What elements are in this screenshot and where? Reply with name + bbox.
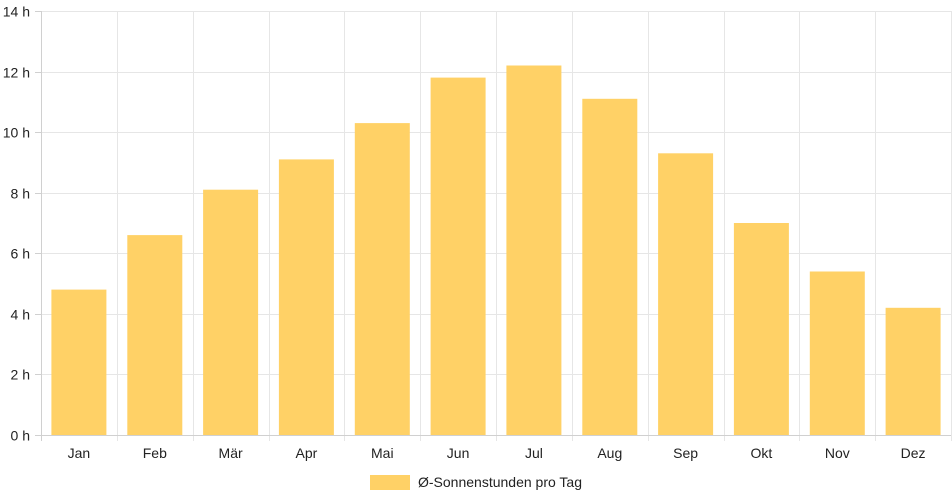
y-tick-label: 4 h (11, 307, 30, 323)
bar (733, 223, 789, 435)
bar (51, 289, 107, 435)
y-axis-ticks: 0 h 2 h 4 h 6 h 8 h 10 h 12 h 14 h (3, 4, 41, 444)
x-tick-label: Apr (296, 445, 318, 461)
bar (582, 98, 638, 436)
bar (506, 65, 562, 435)
x-tick-label: Jul (525, 445, 543, 461)
bar (885, 307, 941, 435)
axes (35, 11, 951, 441)
bar (430, 77, 486, 435)
x-tick-label: Mai (371, 445, 394, 461)
x-tick-label: Feb (143, 445, 167, 461)
bar (278, 159, 334, 435)
bar (127, 235, 183, 435)
y-tick-label: 14 h (3, 4, 30, 20)
y-tick-label: 10 h (3, 125, 30, 141)
x-tick-label: Jun (447, 445, 470, 461)
legend-label: Ø-Sonnenstunden pro Tag (418, 474, 582, 490)
x-tick-label: Dez (901, 445, 926, 461)
y-tick-label: 8 h (11, 186, 30, 202)
y-tick-label: 12 h (3, 65, 30, 81)
bars (51, 65, 941, 436)
x-tick-label: Nov (825, 445, 850, 461)
y-tick-label: 6 h (11, 246, 30, 262)
x-tick-label: Sep (673, 445, 698, 461)
y-tick-label: 0 h (11, 428, 30, 444)
x-tick-label: Jan (68, 445, 91, 461)
legend: Ø-Sonnenstunden pro Tag (370, 474, 582, 490)
y-tick-label: 2 h (11, 367, 30, 383)
grid (35, 11, 952, 441)
bar (354, 123, 410, 435)
bar (203, 189, 259, 435)
x-tick-label: Aug (597, 445, 622, 461)
x-tick-label: Okt (751, 445, 773, 461)
x-axis-ticks: Jan Feb Mär Apr Mai Jun Jul Aug Sep Okt Nov Dez (68, 445, 926, 461)
bar (658, 153, 714, 436)
legend-swatch (370, 475, 410, 490)
bar (809, 271, 865, 435)
x-tick-label: Mär (219, 445, 243, 461)
